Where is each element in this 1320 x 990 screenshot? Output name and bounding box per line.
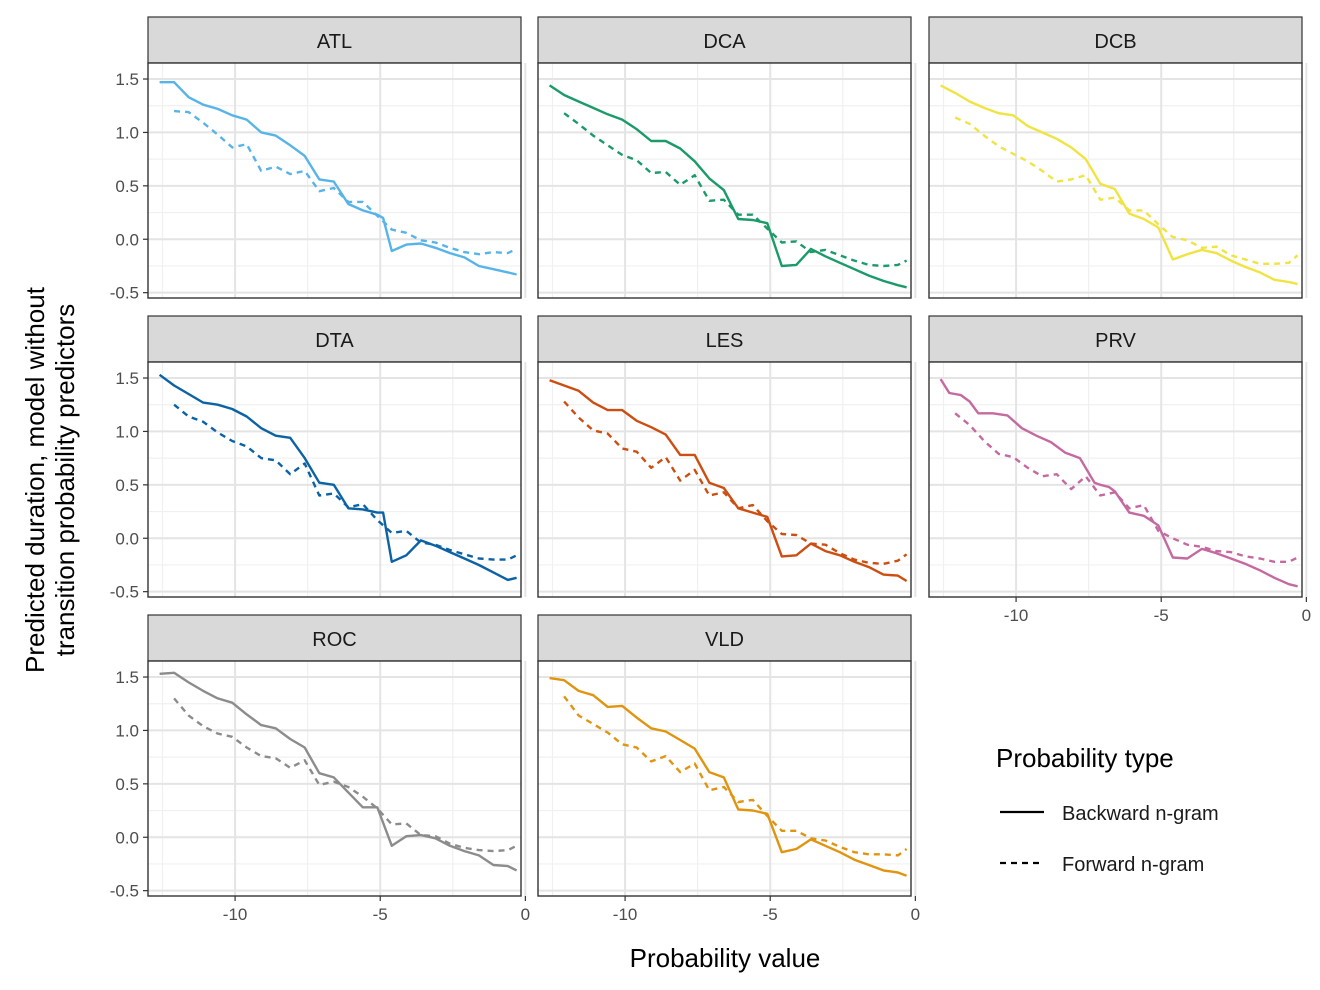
series-roc-backward — [159, 671, 518, 872]
legend-label-backward: Backward n-gram — [1062, 803, 1219, 825]
y-tick-label: -0.5 — [110, 882, 139, 901]
strip-dta — [147, 315, 522, 363]
series-dca-backward — [548, 84, 907, 289]
y-tick-label: 1.0 — [115, 422, 139, 441]
series-les-backward — [549, 379, 908, 583]
y-tick-label: 1.0 — [115, 123, 139, 142]
legend: Probability type Backward n-gram Forward… — [996, 743, 1219, 876]
panel-border-vld — [537, 660, 912, 897]
y-tick-label: 1.5 — [115, 668, 139, 687]
y-tick-label: 0.0 — [115, 828, 139, 847]
x-tick-label: 0 — [911, 905, 920, 924]
y-tick-label: 0.5 — [115, 775, 139, 794]
x-tick-label: -10 — [613, 905, 638, 924]
y-tick-label: 0.5 — [115, 177, 139, 196]
panel-dca: DCA — [537, 16, 917, 299]
series-dcb-backward — [940, 84, 1298, 286]
strip-label-atl: ATL — [317, 31, 352, 53]
y-tick-label: 0.0 — [115, 230, 139, 249]
panel-dcb: DCB — [928, 16, 1308, 299]
x-tick-label: -10 — [1004, 606, 1029, 625]
x-tick-label: -10 — [223, 905, 248, 924]
x-tick-label: -5 — [373, 905, 388, 924]
x-tick-label: -5 — [1154, 606, 1169, 625]
plot-area-dta — [148, 362, 521, 597]
series-roc-forward — [173, 697, 518, 853]
strip-label-vld: VLD — [705, 629, 744, 651]
strip-label-dca: DCA — [703, 31, 746, 53]
panels: ATL -0.5 0.0 0.5 1.0 1.5 DCA DCB DTA -0.5 0.0 0.5 1.… — [110, 16, 1311, 924]
panel-atl: ATL -0.5 0.0 0.5 1.0 1.5 — [110, 16, 527, 303]
strip-label-prv: PRV — [1095, 330, 1136, 352]
panel-vld: VLD -10 -5 0 — [537, 614, 920, 924]
series-dta-forward — [173, 403, 518, 561]
y-tick-label: 1.5 — [115, 70, 139, 89]
series-prv-forward — [954, 412, 1299, 563]
panel-border-roc — [147, 660, 522, 897]
x-tick-label: -5 — [763, 905, 778, 924]
series-atl-forward — [174, 109, 518, 256]
series-vld-forward — [563, 695, 908, 857]
series-prv-backward — [939, 378, 1298, 588]
legend-label-forward: Forward n-gram — [1062, 854, 1204, 876]
strip-roc — [147, 614, 522, 662]
panel-dta: DTA -0.5 0.0 0.5 1.0 1.5 — [110, 315, 527, 602]
plot-area-dcb — [929, 63, 1302, 298]
panel-border-atl — [147, 62, 522, 299]
panel-prv: PRV -10 -5 0 — [928, 315, 1311, 625]
strip-dca — [537, 16, 912, 64]
panel-border-dcb — [928, 62, 1303, 299]
strip-label-roc: ROC — [312, 629, 356, 651]
panel-roc: ROC -0.5 0.0 0.5 1.0 1.5 -10 -5 0 — [110, 614, 530, 924]
y-tick-label: 0.0 — [115, 529, 139, 548]
x-axis-title: Probability value — [630, 943, 821, 973]
strip-label-les: LES — [706, 330, 744, 352]
strip-prv — [928, 315, 1303, 363]
y-tick-label: -0.5 — [110, 284, 139, 303]
plot-area-dca — [538, 63, 911, 298]
panel-border-dta — [147, 361, 522, 598]
y-tick-label: 1.0 — [115, 721, 139, 740]
panel-border-prv — [928, 361, 1303, 598]
panel-les: LES — [537, 315, 917, 598]
strip-label-dta: DTA — [315, 330, 354, 352]
y-axis-title-line2: transition probability predictors — [50, 304, 80, 657]
y-tick-label: -0.5 — [110, 583, 139, 602]
series-atl-backward — [159, 80, 517, 276]
x-tick-label: 0 — [1302, 606, 1311, 625]
strip-vld — [537, 614, 912, 662]
plot-area-prv — [929, 362, 1302, 597]
y-tick-label: 0.5 — [115, 476, 139, 495]
series-les-forward — [563, 400, 908, 566]
strip-label-dcb: DCB — [1094, 31, 1136, 53]
x-tick-label: 0 — [521, 905, 530, 924]
panel-border-les — [537, 361, 912, 598]
legend-title: Probability type — [996, 743, 1174, 773]
series-dca-forward — [563, 112, 908, 268]
y-axis-title-line1: Predicted duration, model without — [20, 286, 50, 673]
y-tick-label: 1.5 — [115, 369, 139, 388]
plot-area-atl — [148, 63, 521, 298]
strip-dcb — [928, 16, 1303, 64]
strip-atl — [147, 16, 522, 64]
panel-border-dca — [537, 62, 912, 299]
plot-area-les — [538, 362, 911, 597]
series-dcb-forward — [954, 116, 1299, 265]
